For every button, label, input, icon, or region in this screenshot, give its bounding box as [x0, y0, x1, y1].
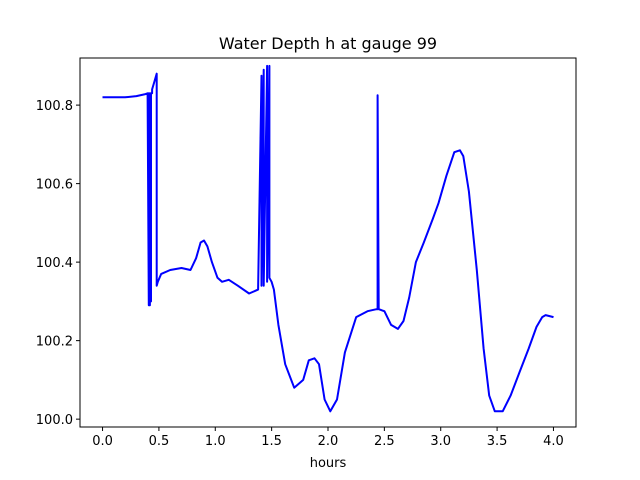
x-tick-label: 3.0 [430, 434, 451, 449]
x-tick-label: 0.5 [149, 434, 170, 449]
x-tick-label: 1.5 [261, 434, 282, 449]
y-axis: 100.0 100.2 100.4 100.6 100.8 [36, 99, 80, 428]
x-axis: 0.0 0.5 1.0 1.5 2.0 2.5 3.0 3.5 4.0 [92, 427, 564, 449]
y-tick-label: 100.0 [36, 413, 73, 428]
chart-title: Water Depth h at gauge 99 [219, 34, 437, 53]
y-tick-label: 100.6 [36, 178, 73, 193]
x-tick-label: 2.0 [318, 434, 339, 449]
plot-area [102, 64, 554, 413]
series-line-0 [102, 64, 554, 413]
y-tick-label: 100.4 [36, 256, 73, 271]
x-tick-label: 4.0 [543, 434, 564, 449]
x-axis-label: hours [310, 456, 347, 471]
x-tick-label: 1.0 [205, 434, 226, 449]
x-tick-label: 2.5 [374, 434, 395, 449]
x-tick-label: 3.5 [487, 434, 508, 449]
y-tick-label: 100.8 [36, 99, 73, 114]
y-tick-label: 100.2 [36, 335, 73, 350]
x-tick-label: 0.0 [92, 434, 113, 449]
